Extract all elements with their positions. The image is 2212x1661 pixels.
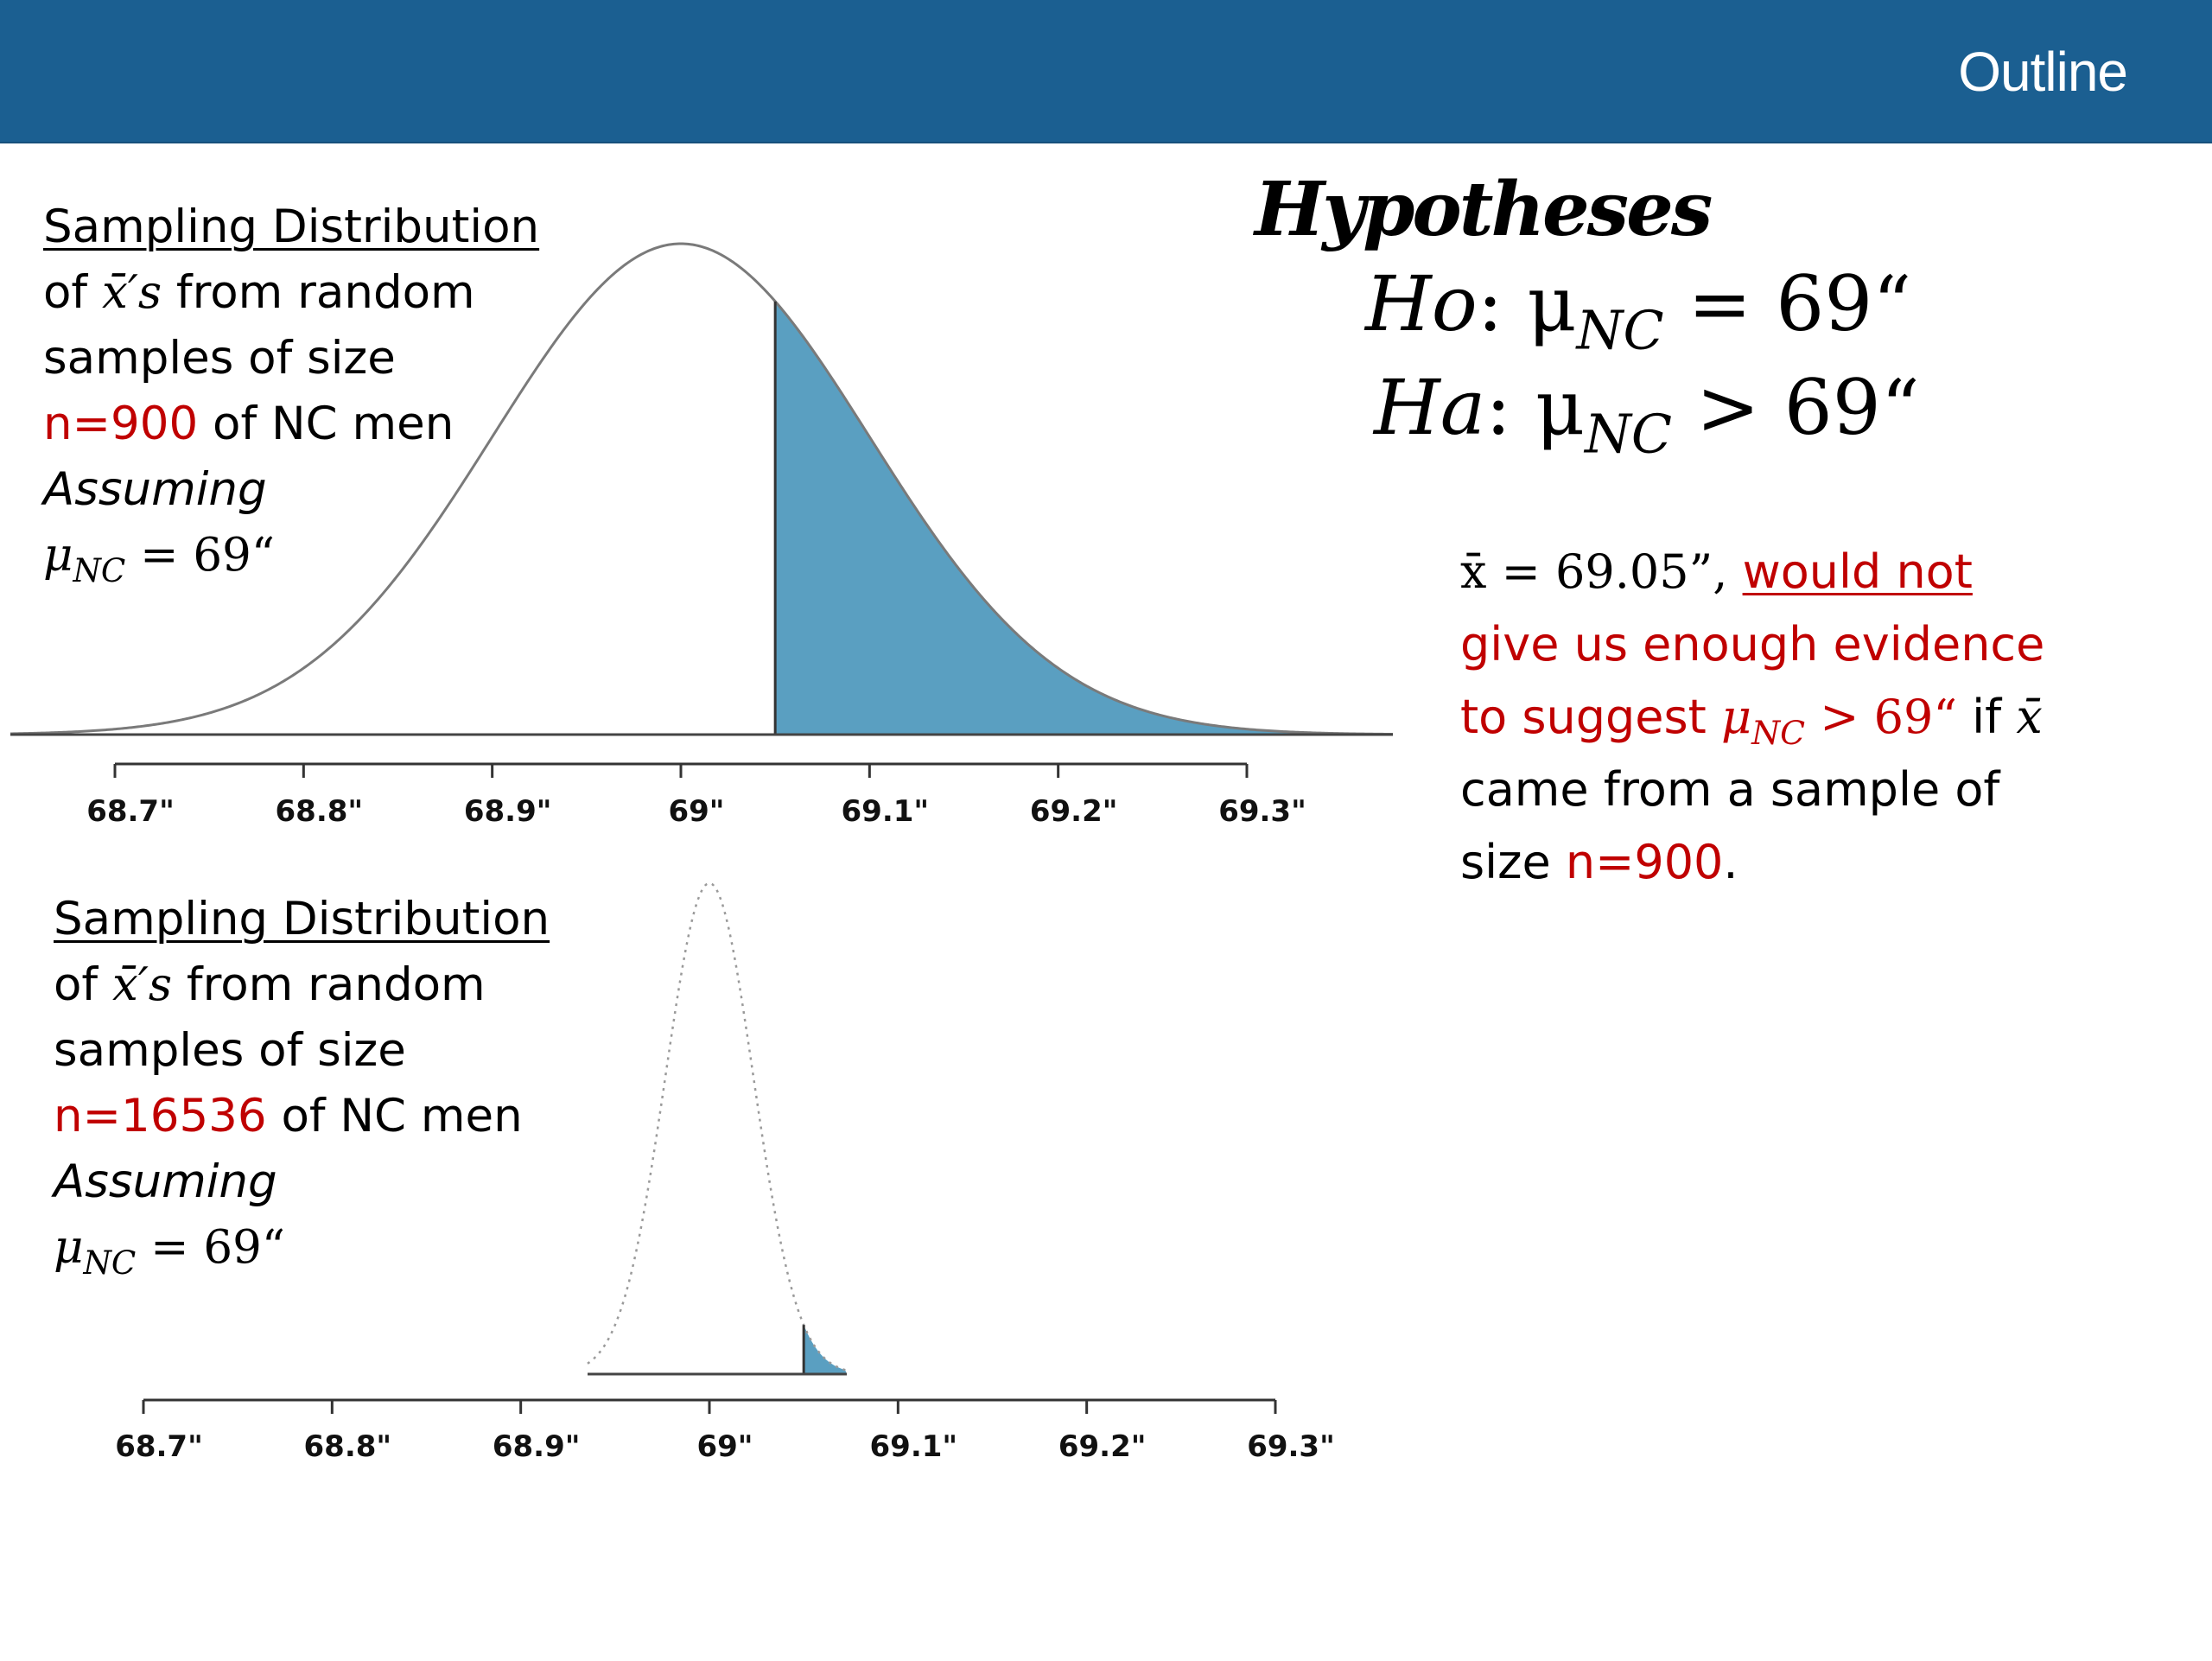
caption-line-2: of x̄′s from random bbox=[54, 958, 486, 1011]
x-tick-label: 69.2" bbox=[1030, 794, 1118, 829]
shaded-tail-area bbox=[775, 301, 1393, 735]
x-tick-label: 68.8" bbox=[276, 794, 364, 829]
caption-line-4: n=16536 of NC men bbox=[54, 1090, 523, 1142]
x-tick-label: 69.3" bbox=[1247, 1429, 1335, 1464]
bottom-chart-caption: Sampling Distribution of x̄′s from rando… bbox=[54, 887, 550, 1282]
caption-line-5: Assuming bbox=[43, 463, 267, 516]
xbar-symbol: x̄′s bbox=[111, 958, 173, 1011]
x-tick-label: 68.9" bbox=[464, 794, 552, 829]
conclusion-line-1: x̄ = 69.05”, would not bbox=[1460, 544, 1973, 599]
outline-link[interactable]: Outline bbox=[1958, 41, 2128, 103]
sampling-distribution-chart-1: 68.7" 68.8" 68.9" 69" 69.1" 69.2" 69.3" bbox=[10, 242, 1394, 829]
alternative-hypothesis: Ha: μNC > 69“ bbox=[1374, 363, 1920, 466]
caption-line-2: of x̄′s from random bbox=[43, 266, 475, 319]
x-tick-label: 69" bbox=[668, 794, 724, 829]
caption-title-text: Sampling Distribution bbox=[54, 893, 550, 945]
hypotheses-title: Hypotheses bbox=[1255, 166, 1713, 253]
x-tick-label: 69.3" bbox=[1218, 794, 1306, 829]
density-curve bbox=[10, 242, 1394, 736]
shaded-tail-area bbox=[804, 1325, 847, 1374]
x-tick-label: 68.7" bbox=[86, 794, 175, 829]
conclusion-line-3: to suggest μNC > 69“ if x̄ bbox=[1460, 690, 2043, 753]
caption-line-6: μNC = 69“ bbox=[54, 1221, 285, 1282]
header-bar: Outline bbox=[0, 0, 2212, 143]
caption-line-3: samples of size bbox=[43, 332, 396, 385]
caption-title: Sampling Distribution bbox=[54, 887, 550, 952]
caption-line-6: μNC = 69“ bbox=[43, 529, 275, 589]
conclusion-line-5: size n=900. bbox=[1460, 835, 1738, 889]
conclusion-text: x̄ = 69.05”, would not give us enough ev… bbox=[1460, 536, 2044, 899]
x-tick-label: 69.2" bbox=[1058, 1429, 1147, 1464]
x-tick-label: 68.7" bbox=[115, 1429, 203, 1464]
xbar-symbol: x̄′s bbox=[101, 266, 162, 319]
x-tick-label: 68.9" bbox=[493, 1429, 581, 1464]
x-tick-label: 68.8" bbox=[304, 1429, 392, 1464]
sampling-distribution-chart-2: 68.7" 68.8" 68.9" 69" 69.1" 69.2" 69.3" bbox=[115, 881, 1335, 1464]
sample-size-n: n=900 bbox=[43, 398, 199, 450]
density-curve bbox=[587, 881, 848, 1371]
conclusion-line-2: give us enough evidence bbox=[1460, 617, 2045, 671]
x-tick-label: 69" bbox=[696, 1429, 753, 1464]
x-tick-label: 69.1" bbox=[842, 794, 930, 829]
null-hypothesis: Ho: μNC = 69“ bbox=[1365, 259, 1912, 362]
caption-line-5: Assuming bbox=[54, 1155, 277, 1208]
conclusion-line-4: came from a sample of bbox=[1460, 762, 2000, 817]
caption-line-4: n=900 of NC men bbox=[43, 398, 454, 450]
sample-size-n: n=16536 bbox=[54, 1090, 267, 1142]
caption-title: Sampling Distribution bbox=[43, 194, 539, 260]
x-tick-label: 69.1" bbox=[870, 1429, 958, 1464]
caption-line-3: samples of size bbox=[54, 1024, 406, 1077]
caption-title-text: Sampling Distribution bbox=[43, 200, 540, 253]
top-chart-caption: Sampling Distribution of x̄′s from rando… bbox=[43, 194, 539, 589]
